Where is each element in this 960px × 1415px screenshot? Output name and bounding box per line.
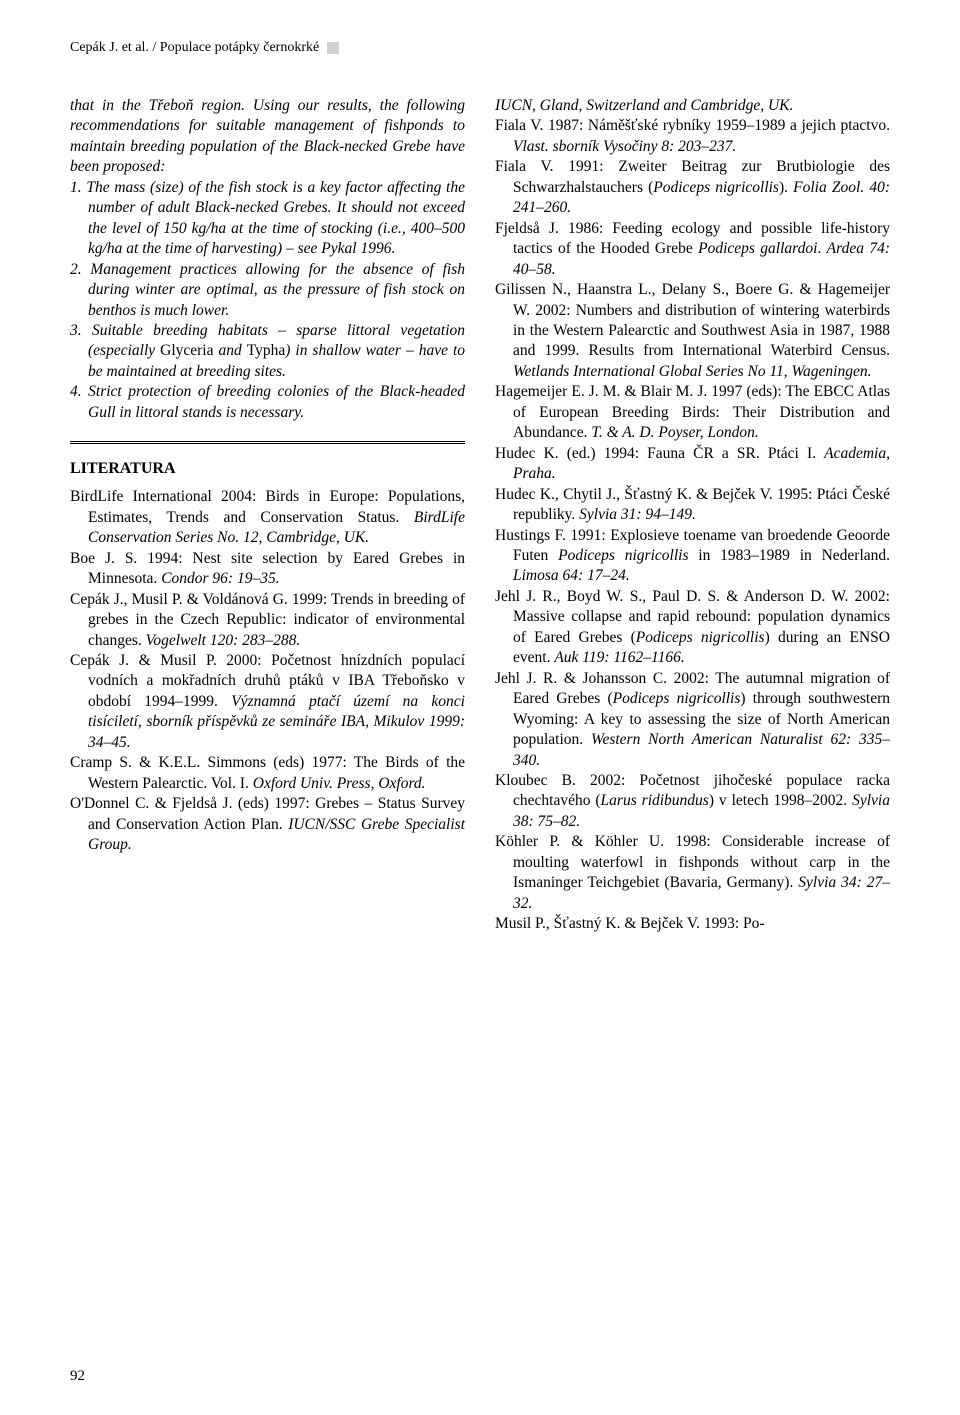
recommendation-3: 3. Suitable breeding habitats – sparse l… bbox=[70, 321, 465, 382]
reference: Jehl J. R. & Johansson C. 2002: The autu… bbox=[495, 669, 890, 771]
right-column: IUCN, Gland, Switzerland and Cambridge, … bbox=[495, 96, 890, 935]
reference: Boe J. S. 1994: Nest site selection by E… bbox=[70, 549, 465, 590]
reference: Hustings F. 1991: Explosieve toename van… bbox=[495, 526, 890, 587]
recommendation-4: 4. Strict protection of breeding colonie… bbox=[70, 382, 465, 423]
reference: Musil P., Šťastný K. & Bejček V. 1993: P… bbox=[495, 914, 890, 934]
reference: Cepák J., Musil P. & Voldánová G. 1999: … bbox=[70, 590, 465, 651]
intro-paragraph: that in the Třeboň region. Using our res… bbox=[70, 96, 465, 178]
reference: Gilissen N., Haanstra L., Delany S., Boe… bbox=[495, 280, 890, 382]
reference: BirdLife International 2004: Birds in Eu… bbox=[70, 487, 465, 548]
left-column: that in the Třeboň region. Using our res… bbox=[70, 96, 465, 935]
text-columns: that in the Třeboň region. Using our res… bbox=[70, 96, 890, 935]
reference: Kloubec B. 2002: Početnost jihočeské pop… bbox=[495, 771, 890, 832]
header-text: Cepák J. et al. / Populace potápky černo… bbox=[70, 40, 319, 56]
reference: Fjeldså J. 1986: Feeding ecology and pos… bbox=[495, 219, 890, 280]
reference: Cepák J. & Musil P. 2000: Početnost hníz… bbox=[70, 651, 465, 753]
running-header: Cepák J. et al. / Populace potápky černo… bbox=[70, 40, 890, 56]
reference: Fiala V. 1987: Náměšťské rybníky 1959–19… bbox=[495, 116, 890, 157]
reference: Hudec K., Chytil J., Šťastný K. & Bejček… bbox=[495, 485, 890, 526]
header-marker bbox=[327, 42, 339, 54]
page-number: 92 bbox=[70, 1368, 85, 1385]
reference: Jehl J. R., Boyd W. S., Paul D. S. & And… bbox=[495, 587, 890, 669]
recommendation-1: 1. The mass (size) of the fish stock is … bbox=[70, 178, 465, 260]
literatura-heading: LITERATURA bbox=[70, 458, 465, 479]
reference: Köhler P. & Köhler U. 1998: Considerable… bbox=[495, 832, 890, 914]
reference: O'Donnel C. & Fjeldså J. (eds) 1997: Gre… bbox=[70, 794, 465, 855]
recommendation-2: 2. Management practices allowing for the… bbox=[70, 260, 465, 321]
reference: Cramp S. & K.E.L. Simmons (eds) 1977: Th… bbox=[70, 753, 465, 794]
reference-continuation: IUCN, Gland, Switzerland and Cambridge, … bbox=[495, 96, 890, 116]
section-divider bbox=[70, 441, 465, 444]
reference: Fiala V. 1991: Zweiter Beitrag zur Brutb… bbox=[495, 157, 890, 218]
reference: Hudec K. (ed.) 1994: Fauna ČR a SR. Ptác… bbox=[495, 444, 890, 485]
reference: Hagemeijer E. J. M. & Blair M. J. 1997 (… bbox=[495, 382, 890, 443]
